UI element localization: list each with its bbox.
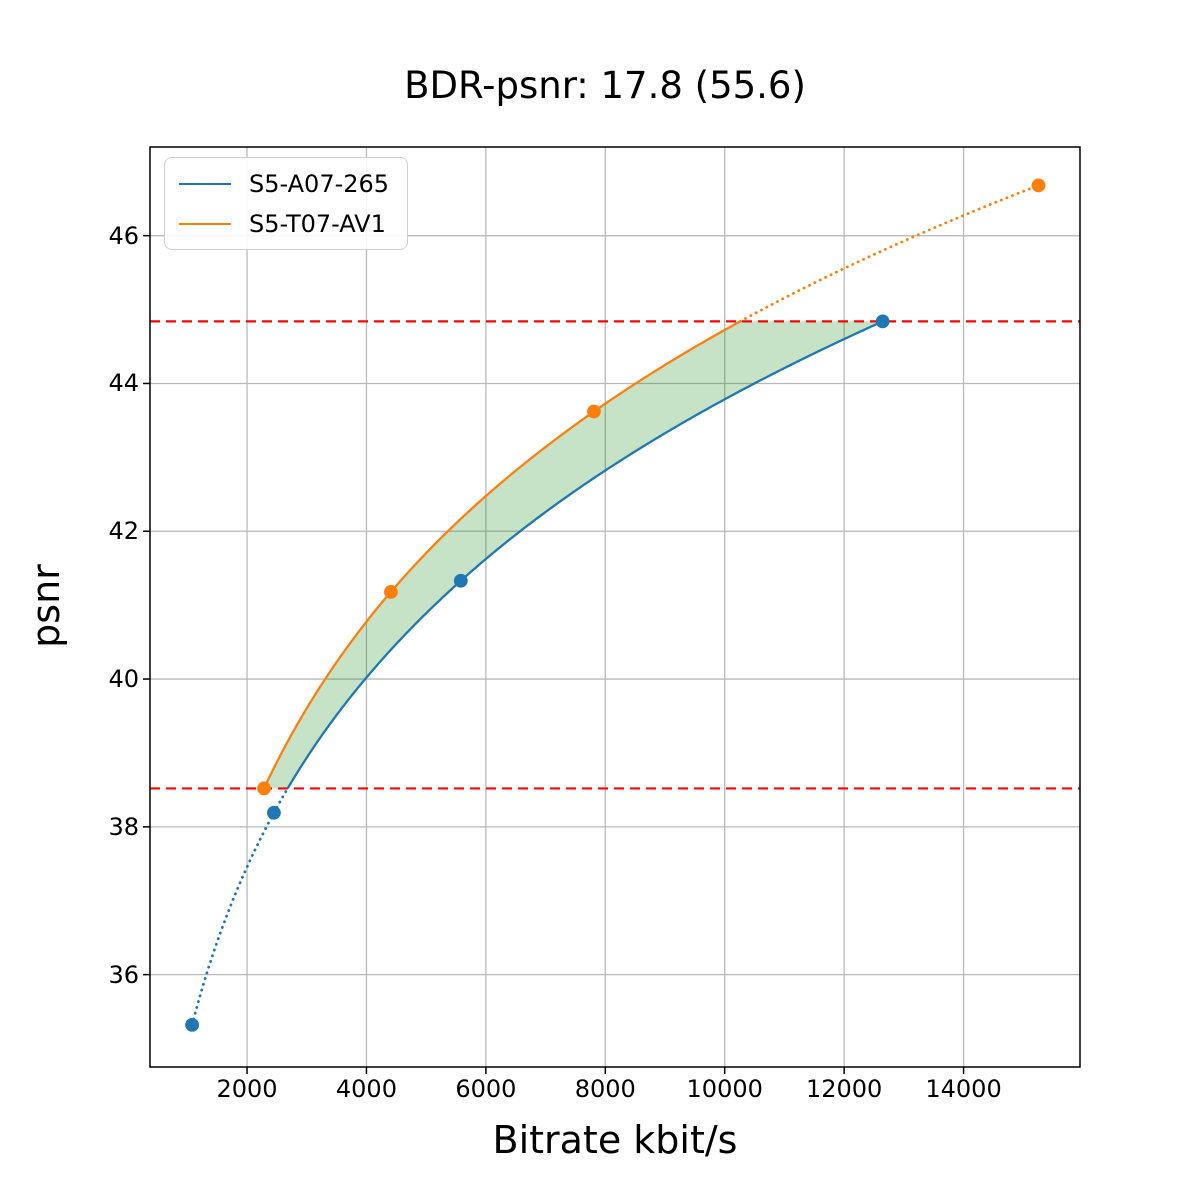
series-line-dotted <box>190 787 290 1027</box>
y-tick-label: 40 <box>108 665 139 694</box>
legend-item: S5-A07-265 <box>179 168 389 199</box>
x-tick-label: 12000 <box>805 1075 883 1103</box>
legend-label: S5-T07-AV1 <box>249 209 386 238</box>
x-tick-label: 10000 <box>686 1075 763 1103</box>
series-line-dotted <box>738 184 1040 323</box>
series-line-solid <box>263 320 741 789</box>
series-marker <box>1031 178 1046 193</box>
x-tick-label: 4000 <box>335 1075 397 1103</box>
axes-box <box>149 146 1081 1068</box>
y-tick-label: 38 <box>108 812 139 841</box>
legend-item: S5-T07-AV1 <box>179 208 389 239</box>
series-line-solid <box>286 320 884 789</box>
legend-line-sample-icon <box>179 182 231 185</box>
series-marker <box>384 584 398 599</box>
series-marker <box>185 1017 199 1032</box>
y-tick-label: 44 <box>108 369 139 398</box>
chart-title: BDR-psnr: 17.8 (55.6) <box>404 64 806 107</box>
series-marker <box>257 781 271 796</box>
y-axis-label: psnr <box>24 564 68 648</box>
x-axis-label: Bitrate kbit/s <box>492 1118 738 1162</box>
x-tick-label: 14000 <box>925 1075 1002 1103</box>
series-marker <box>453 573 468 588</box>
series-marker <box>587 404 601 419</box>
x-tick-label: 2000 <box>216 1075 278 1103</box>
legend-line-sample-icon <box>179 222 231 225</box>
bd-shaded-region <box>264 321 883 789</box>
x-tick-label: 8000 <box>574 1075 636 1103</box>
y-tick-label: 36 <box>108 960 139 989</box>
x-tick-label: 6000 <box>455 1075 517 1103</box>
y-tick-label: 46 <box>108 221 139 250</box>
y-tick-label: 42 <box>108 517 139 546</box>
legend: S5-A07-265 S5-T07-AV1 <box>164 157 409 250</box>
legend-label: S5-A07-265 <box>249 169 390 198</box>
series-marker <box>875 314 890 329</box>
series-marker <box>267 805 281 820</box>
